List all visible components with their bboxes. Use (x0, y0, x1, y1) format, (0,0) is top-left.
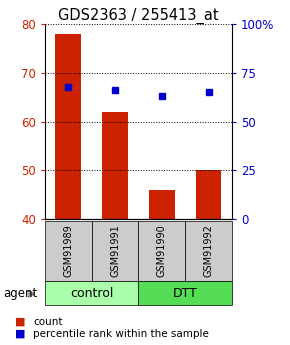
Bar (149, 190, 175, 219)
Bar (92, 221, 139, 281)
Bar (45, 281, 139, 305)
Text: control: control (70, 287, 113, 300)
Bar (55, 34, 81, 219)
Bar (45, 221, 92, 281)
Bar (102, 112, 128, 219)
Text: GSM91990: GSM91990 (157, 225, 167, 277)
Bar (139, 281, 232, 305)
Text: ■: ■ (14, 329, 25, 339)
Text: ■: ■ (14, 317, 25, 326)
Text: GSM91992: GSM91992 (204, 225, 214, 277)
Text: DTT: DTT (173, 287, 198, 300)
Text: agent: agent (3, 287, 37, 300)
Bar (185, 221, 232, 281)
Text: GSM91989: GSM91989 (63, 225, 73, 277)
Bar (196, 170, 222, 219)
Text: percentile rank within the sample: percentile rank within the sample (33, 329, 209, 339)
Bar (139, 221, 185, 281)
Text: count: count (33, 317, 63, 326)
Text: GSM91991: GSM91991 (110, 225, 120, 277)
Title: GDS2363 / 255413_at: GDS2363 / 255413_at (58, 8, 219, 24)
